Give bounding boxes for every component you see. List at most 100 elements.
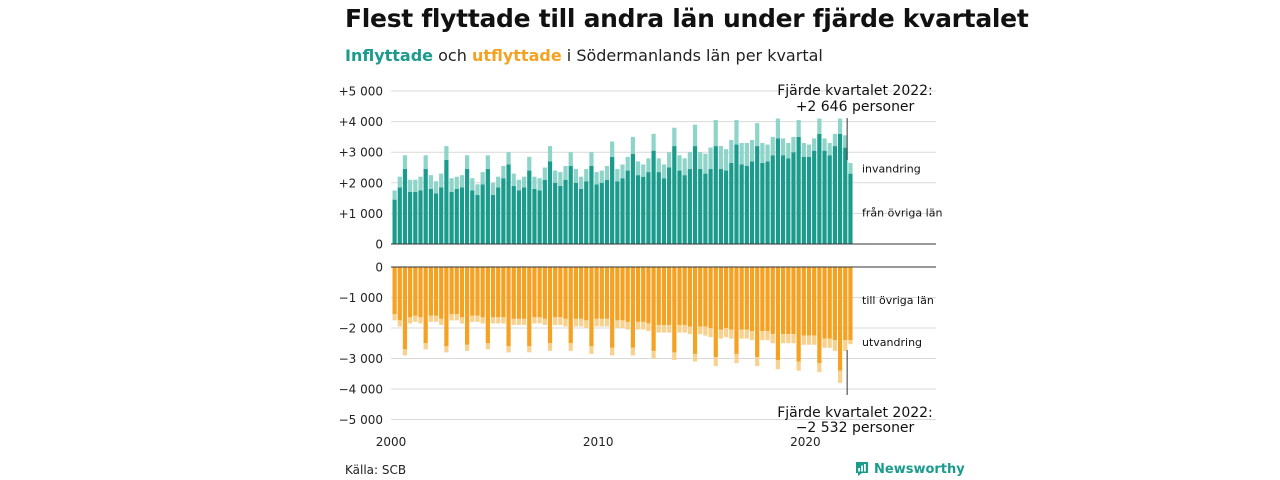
bar-outflow-domestic <box>454 267 459 315</box>
bar-inflow-immigration <box>459 175 465 188</box>
bar-outflow-emigration <box>604 318 610 327</box>
brand-logo: Newsworthy <box>855 461 965 477</box>
bar-inflow-immigration <box>713 120 718 147</box>
bar-outflow-emigration <box>402 349 408 356</box>
bar-inflow-immigration <box>837 118 843 134</box>
bar-inflow-immigration <box>563 165 568 180</box>
bar-outflow-emigration <box>812 335 817 345</box>
bar-inflow-immigration <box>397 176 402 188</box>
bar-inflow-immigration <box>470 178 475 191</box>
bar-outflow-emigration <box>749 331 755 341</box>
bar-inflow-domestic <box>724 170 729 244</box>
bar-outflow-domestic <box>402 267 408 350</box>
subtitle-rest: i Södermanlands län per kvartal <box>566 46 823 65</box>
bar-inflow-immigration <box>661 164 667 179</box>
bar-outflow-emigration <box>449 314 454 321</box>
y-tick-label: +1 000 <box>339 207 383 221</box>
brand-name: Newsworthy <box>874 461 965 477</box>
bar-inflow-immigration <box>599 170 604 183</box>
bar-outflow-domestic <box>444 267 449 347</box>
bar-outflow-emigration <box>480 317 485 324</box>
y-tick-label: +2 000 <box>339 176 383 190</box>
bar-outflow-emigration <box>625 321 630 330</box>
bar-outflow-domestic <box>791 267 796 335</box>
bar-inflow-immigration <box>718 146 724 170</box>
bar-inflow-immigration <box>630 136 635 154</box>
bar-outflow-domestic <box>423 267 428 344</box>
chart-subtitle: Inflyttade och utflyttade i Södermanland… <box>345 46 823 65</box>
bar-inflow-domestic <box>698 169 703 244</box>
bar-inflow-domestic <box>532 188 537 244</box>
bar-inflow-immigration <box>755 123 760 147</box>
bar-outflow-domestic <box>413 267 418 316</box>
bar-inflow-domestic <box>713 146 718 244</box>
bar-inflow-immigration <box>770 136 775 156</box>
y-tick-label: +3 000 <box>339 146 383 160</box>
bar-inflow-domestic <box>708 169 713 244</box>
bar-outflow-domestic <box>775 267 781 361</box>
bar-inflow-immigration <box>765 144 770 162</box>
bar-inflow-immigration <box>589 152 594 166</box>
bar-outflow-emigration <box>532 317 537 324</box>
bar-outflow-emigration <box>454 314 459 321</box>
bar-outflow-domestic <box>610 267 615 348</box>
bar-outflow-emigration <box>522 318 527 325</box>
bar-inflow-immigration <box>506 152 511 165</box>
bar-inflow-immigration <box>496 176 501 188</box>
bar-inflow-domestic <box>677 170 682 244</box>
bar-outflow-domestic <box>418 267 423 318</box>
annotation-top-title: Fjärde kvartalet 2022: <box>777 83 933 99</box>
bar-outflow-emigration <box>651 350 656 359</box>
bar-inflow-immigration <box>843 135 848 148</box>
bar-outflow-domestic <box>506 267 511 347</box>
bar-outflow-emigration <box>563 318 568 327</box>
bar-inflow-domestic <box>734 144 739 244</box>
bar-outflow-domestic <box>848 267 853 341</box>
bar-inflow-domestic <box>755 146 760 244</box>
bar-outflow-emigration <box>760 331 765 341</box>
bar-outflow-emigration <box>827 338 832 348</box>
bar-outflow-emigration <box>848 340 853 345</box>
bar-outflow-domestic <box>635 267 641 322</box>
bar-outflow-domestic <box>392 267 397 315</box>
bar-inflow-domestic <box>848 173 853 244</box>
subtitle-outflow-word: utflyttade <box>471 46 562 65</box>
bar-inflow-immigration <box>465 155 470 170</box>
subtitle-and-word: och <box>438 46 467 65</box>
bar-outflow-domestic <box>770 267 775 335</box>
bar-inflow-immigration <box>625 156 630 171</box>
bar-outflow-domestic <box>480 267 485 318</box>
bar-inflow-domestic <box>765 161 770 244</box>
bar-outflow-domestic <box>661 267 667 325</box>
bar-outflow-emigration <box>578 318 584 327</box>
bar-inflow-domestic <box>547 161 553 244</box>
bar-inflow-domestic <box>812 150 817 244</box>
bar-inflow-immigration <box>527 156 532 171</box>
bar-outflow-domestic <box>812 267 817 336</box>
bar-outflow-emigration <box>734 353 739 364</box>
bar-outflow-domestic <box>470 267 475 316</box>
bar-outflow-emigration <box>506 346 511 353</box>
bar-inflow-immigration <box>573 169 578 183</box>
bar-inflow-domestic <box>578 188 584 244</box>
bar-outflow-emigration <box>687 326 692 335</box>
bar-inflow-immigration <box>547 146 553 162</box>
bar-inflow-immigration <box>578 176 584 189</box>
bar-outflow-domestic <box>734 267 739 354</box>
bar-inflow-domestic <box>635 175 641 244</box>
x-tick-label: 2000 <box>376 435 407 449</box>
bar-inflow-immigration <box>449 178 454 192</box>
bar-inflow-domestic <box>428 188 433 244</box>
bar-outflow-emigration <box>615 320 620 328</box>
bar-outflow-domestic <box>558 267 563 318</box>
bar-inflow-domestic <box>423 169 428 244</box>
bar-inflow-domestic <box>392 199 397 244</box>
bar-inflow-immigration <box>848 163 853 174</box>
bar-outflow-domestic <box>641 267 646 322</box>
bar-inflow-immigration <box>832 133 837 147</box>
y-tick-label: 0 <box>375 261 383 275</box>
bar-outflow-emigration <box>490 317 496 324</box>
bar-outflow-emigration <box>801 335 806 345</box>
bar-inflow-domestic <box>573 182 578 244</box>
